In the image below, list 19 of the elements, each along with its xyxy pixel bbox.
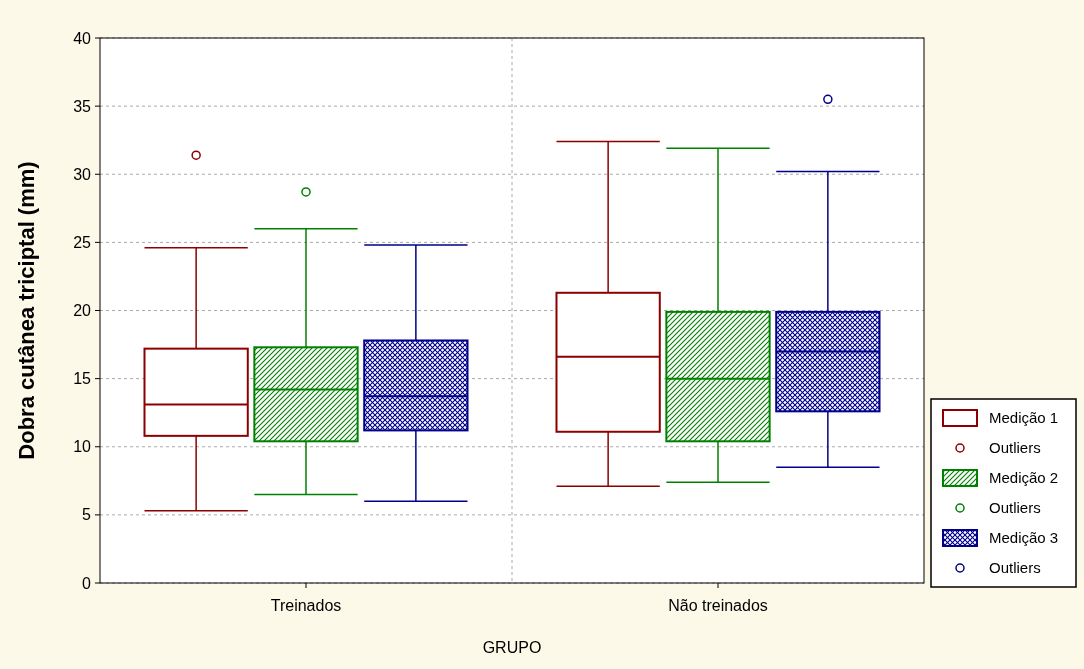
x-tick-label: Treinados: [270, 597, 342, 614]
y-tick-label: 20: [73, 302, 92, 320]
y-tick-label: 10: [73, 438, 92, 456]
legend-label: Outliers: [989, 439, 1041, 457]
legend-label: Outliers: [989, 499, 1041, 517]
x-tick-label: Não treinados: [668, 597, 768, 614]
legend-label: Medição 2: [989, 469, 1059, 487]
y-tick-label: 35: [73, 97, 92, 115]
y-axis-title: Dobra cutânea triciptal (mm): [14, 161, 39, 460]
legend-label: Outliers: [989, 559, 1041, 577]
x-axis-title: GRUPO: [482, 639, 542, 656]
legend-label: Medição 3: [989, 529, 1059, 547]
y-tick-label: 40: [73, 29, 92, 47]
y-tick-label: 30: [73, 165, 92, 183]
y-tick-label: 5: [82, 506, 92, 524]
y-tick-label: 25: [73, 233, 92, 251]
y-tick-label: 15: [73, 370, 92, 388]
legend-label: Medição 1: [989, 409, 1059, 427]
y-tick-label: 0: [82, 574, 92, 592]
